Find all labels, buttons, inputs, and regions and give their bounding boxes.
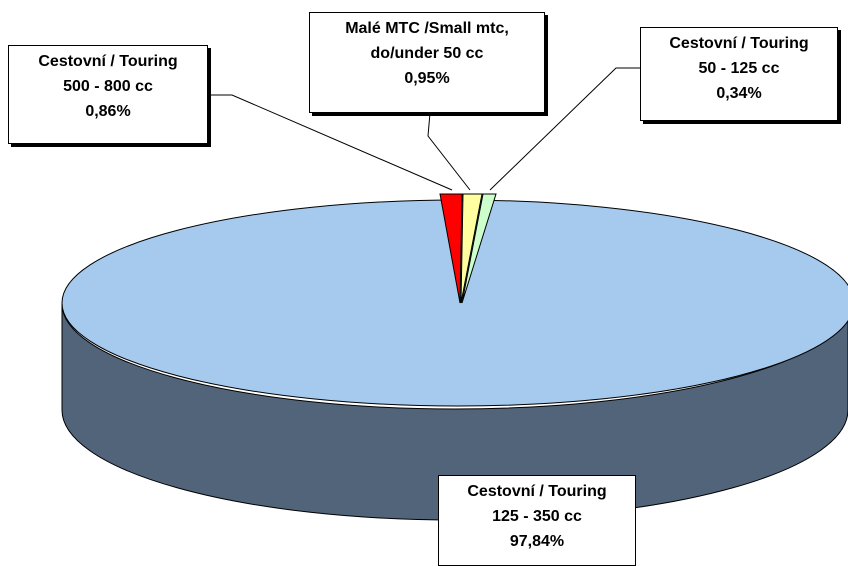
pie-slice-touring-50-125 [461, 193, 497, 304]
label-touring-500-800: Cestovní / Touring 500 - 800 cc 0,86% [8, 45, 208, 144]
label-line: 125 - 350 cc [492, 508, 582, 525]
label-line: Cestovní / Touring [467, 483, 607, 500]
leader-line-small-mtc-50 [427, 112, 471, 191]
label-line: 0,34% [716, 85, 762, 102]
label-line: Malé MTC /Small mtc, [345, 20, 509, 37]
pie-side-wall [61, 303, 848, 521]
pie-slice-small-mtc-50 [460, 193, 483, 304]
label-small-mtc-50: Malé MTC /Small mtc, do/under 50 cc 0,95… [309, 12, 545, 113]
label-line: 97,84% [509, 533, 565, 550]
label-line: 50 - 125 cc [698, 60, 780, 77]
pie-slice-touring-500-800 [439, 193, 463, 304]
label-line: Cestovní / Touring [669, 35, 809, 52]
leader-line-touring-500-800 [208, 94, 453, 191]
label-line: 0,95% [404, 70, 450, 87]
label-line: Cestovní / Touring [38, 53, 178, 70]
leader-line-touring-50-125 [489, 67, 640, 191]
label-touring-50-125: Cestovní / Touring 50 - 125 cc 0,34% [640, 27, 838, 121]
label-line: do/under 50 cc [370, 45, 484, 62]
label-line: 0,86% [85, 103, 131, 120]
label-touring-125-350: Cestovní / Touring 125 - 350 cc 97,84% [438, 475, 636, 566]
label-line: 500 - 800 cc [63, 78, 153, 95]
